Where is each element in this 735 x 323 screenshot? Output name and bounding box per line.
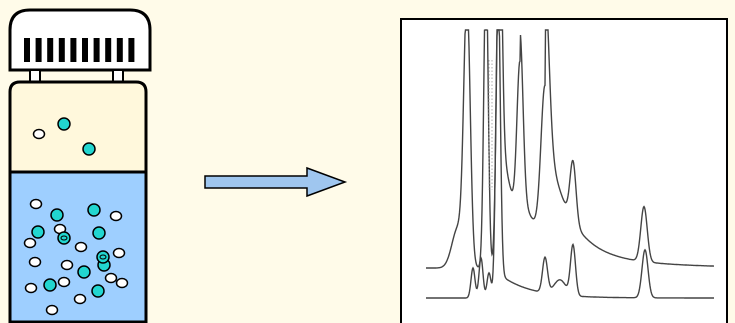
solvent-molecule: [73, 293, 87, 305]
analyte-molecule: [91, 284, 105, 298]
cap-ridge: [93, 38, 100, 62]
vial-neck-right: [112, 69, 124, 83]
complex-molecule-core: [60, 235, 68, 241]
solvent-molecule: [112, 247, 126, 259]
solvent-molecule: [24, 282, 38, 294]
analyte-molecule: [57, 117, 71, 131]
solvent-molecule: [32, 128, 46, 140]
solvent-molecule: [60, 259, 74, 271]
solvent-molecule: [115, 277, 129, 289]
solvent-molecule: [57, 276, 71, 288]
analyte-molecule: [82, 142, 96, 156]
complex-molecule-core: [99, 254, 107, 260]
cap-ridge: [35, 38, 42, 62]
chromatogram-trace-lower: [426, 29, 714, 299]
chromatogram-traces: [426, 29, 714, 299]
analyte-molecule: [92, 226, 106, 240]
solvent-molecule: [28, 256, 42, 268]
complex-molecule: [57, 231, 71, 245]
solvent-molecule: [45, 304, 59, 316]
analyte-molecule: [43, 278, 57, 292]
cap-ridge: [47, 38, 54, 62]
cap-ridge: [70, 38, 77, 62]
cap-ridge: [58, 38, 65, 62]
solvent-molecule: [104, 272, 118, 284]
analyte-molecule: [87, 203, 101, 217]
vial-neck-left: [29, 69, 41, 83]
chromatogram-trace-upper: [426, 29, 714, 269]
solvent-molecule: [29, 198, 43, 210]
headspace-vial-icon: [8, 8, 152, 323]
cap-ridge: [116, 38, 123, 62]
chromatogram-panel: [400, 18, 728, 323]
vial-headspace: [8, 80, 148, 174]
right-arrow-icon: [204, 166, 348, 198]
analyte-molecule: [31, 225, 45, 239]
cap-ridge: [105, 38, 112, 62]
cap-ridge: [82, 38, 88, 62]
cap-ridge: [24, 38, 30, 62]
vial-cap: [8, 8, 152, 72]
complex-molecule: [96, 250, 110, 264]
cap-ridges: [24, 38, 135, 62]
analyte-molecule: [77, 265, 91, 279]
solvent-molecule: [109, 210, 123, 222]
solvent-molecule: [23, 237, 37, 249]
analyte-molecule: [50, 208, 64, 222]
chromatogram-frame: [400, 18, 728, 323]
molecules: [23, 117, 129, 316]
solvent-molecule: [74, 241, 88, 253]
cap-ridge: [128, 38, 135, 62]
